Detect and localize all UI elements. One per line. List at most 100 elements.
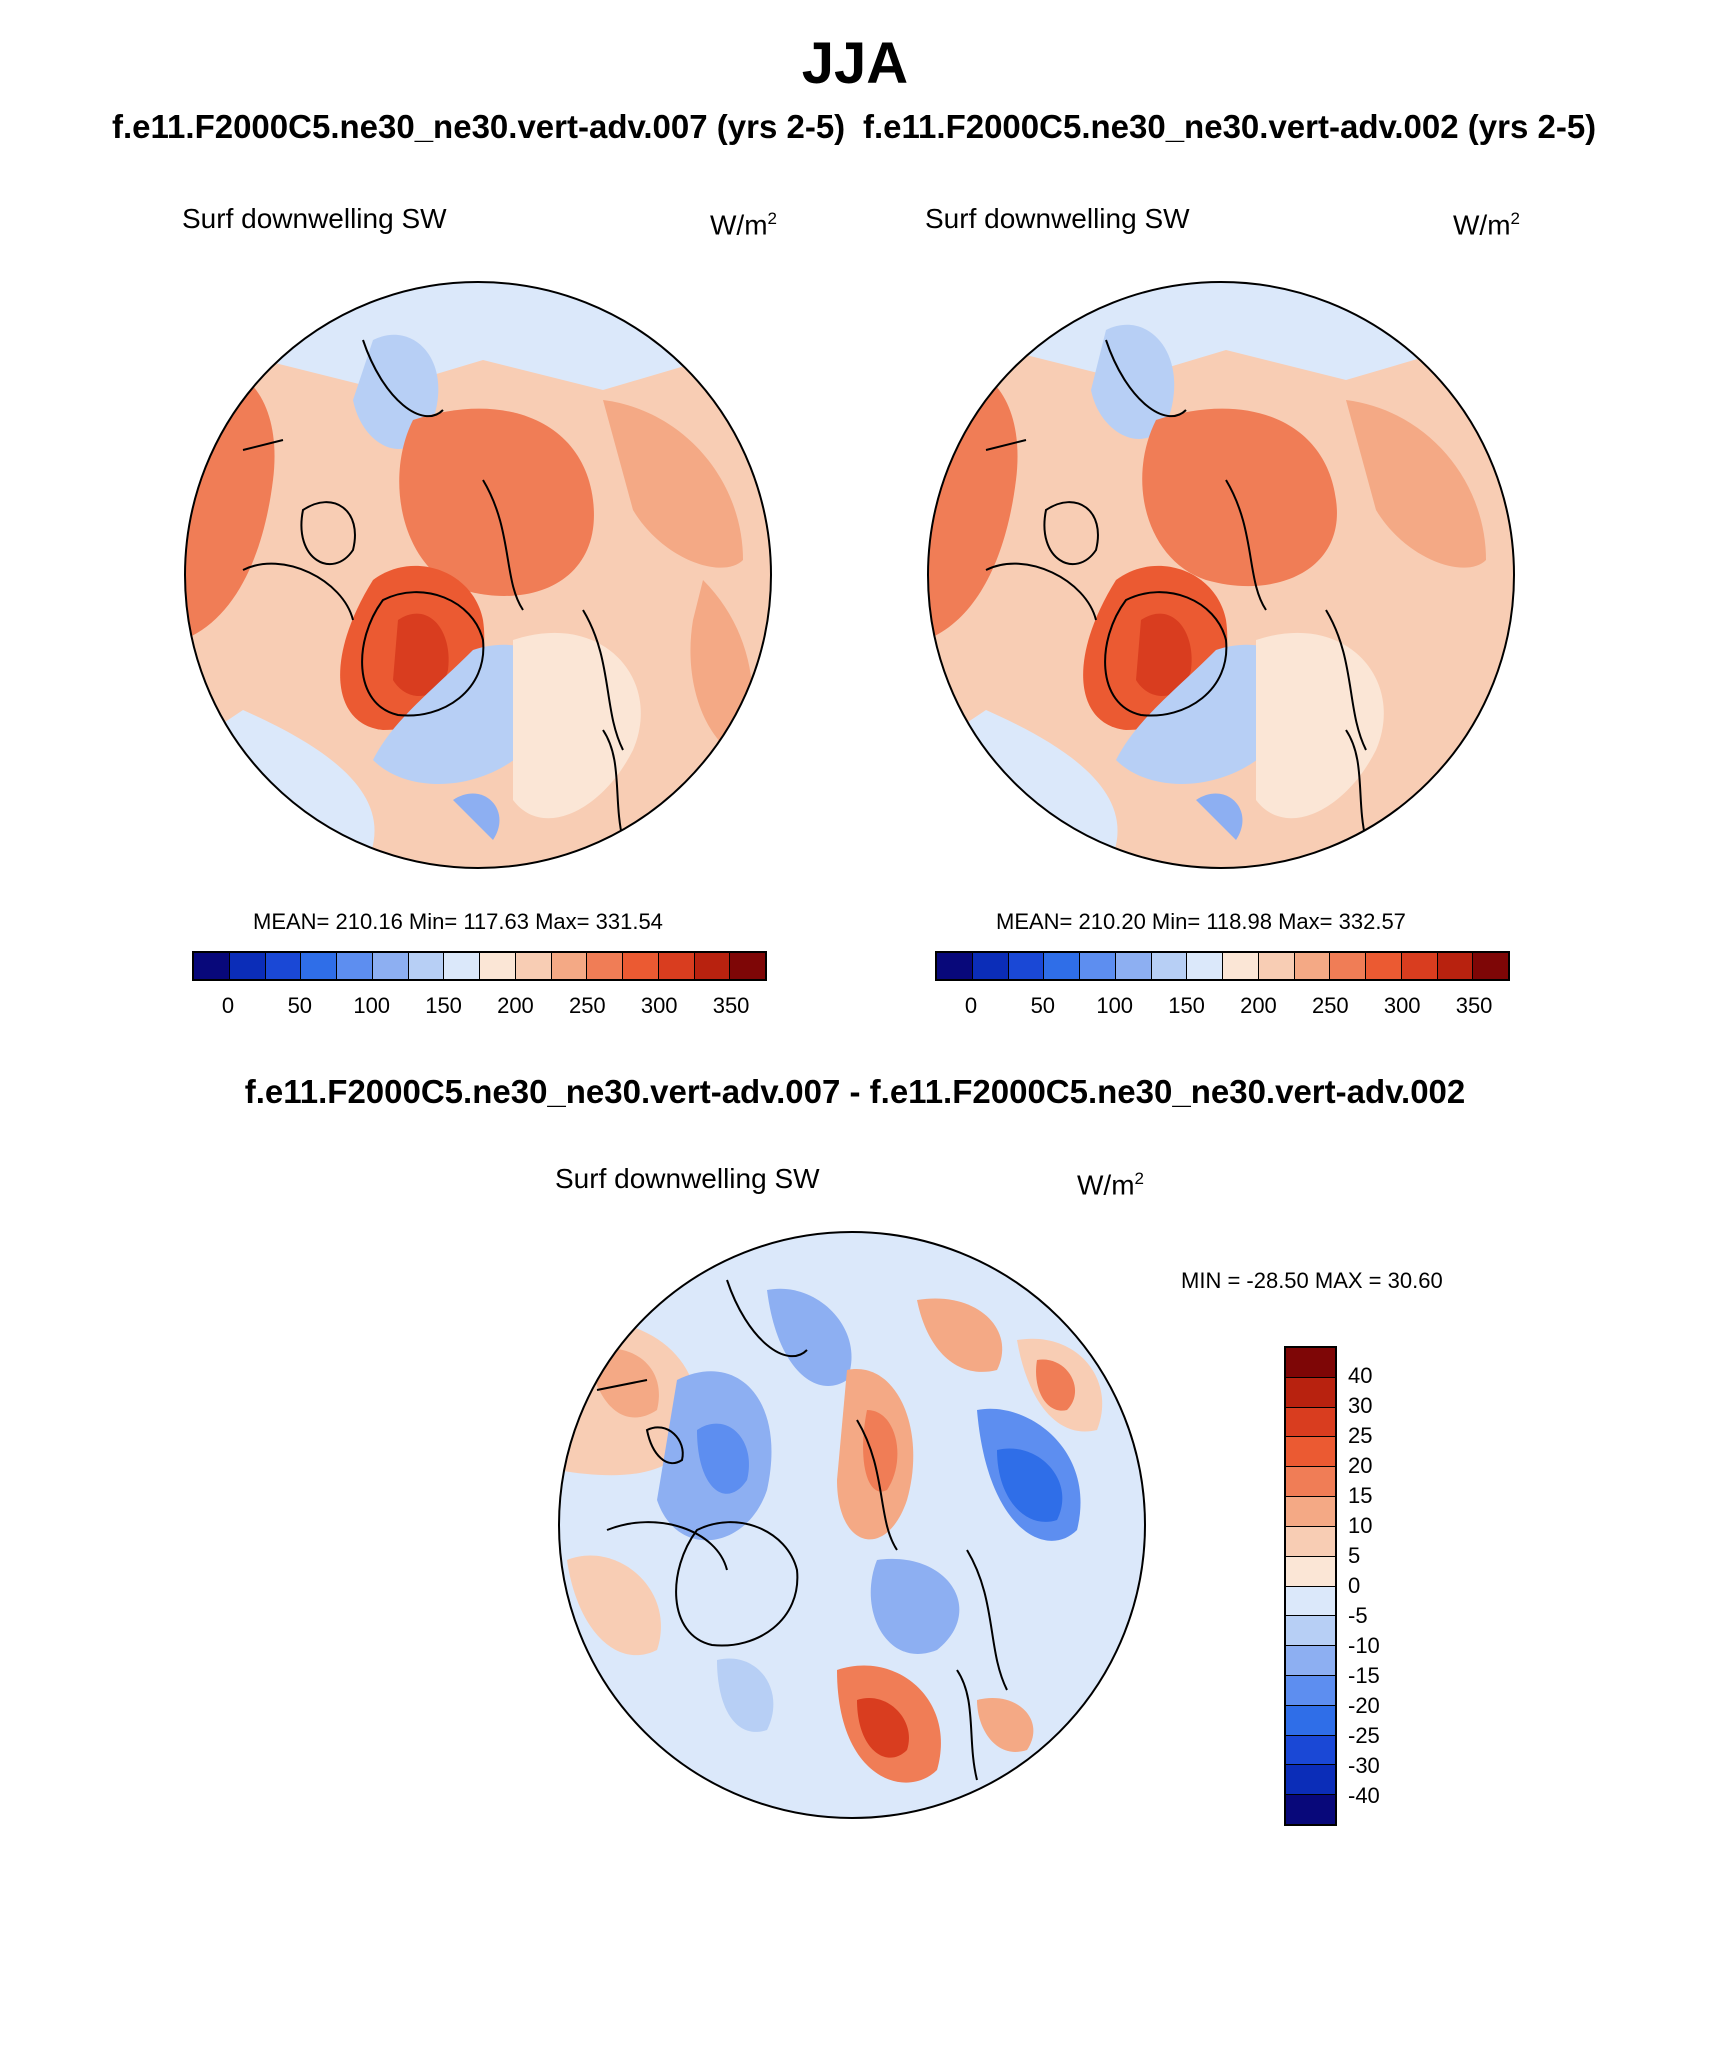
panel1-polar-map	[184, 281, 772, 869]
colorbar-tick-label: 350	[712, 993, 750, 1018]
colorbar-swatch	[551, 953, 588, 979]
colorbar-tick-label: 10	[1348, 1513, 1373, 1538]
panel3-stats: MIN = -28.50 MAX = 30.60	[1181, 1268, 1443, 1293]
colorbar-swatch	[1286, 1616, 1335, 1647]
panel2-colorbar	[935, 951, 1510, 981]
colorbar-tick-label: 0	[1348, 1573, 1361, 1598]
colorbar-tick-label: 300	[640, 993, 678, 1018]
colorbar-tick-label: 250	[1311, 993, 1349, 1018]
colorbar-tick-label: -30	[1348, 1753, 1380, 1778]
colorbar-swatch	[1286, 1795, 1335, 1824]
panel3-colorbar-ticks: 40 30 25 20 15 10 5 0 -5 -10 -15 -20 -25 -30 -40	[1348, 1346, 1408, 1826]
colorbar-swatch	[480, 953, 516, 979]
colorbar-swatch	[1044, 953, 1080, 979]
panel2-units-label: W/m2	[1453, 209, 1520, 241]
colorbar-swatch	[1008, 953, 1045, 979]
colorbar-swatch	[972, 953, 1009, 979]
case-right-title: f.e11.F2000C5.ne30_ne30.vert-adv.002 (yr…	[863, 108, 1597, 145]
colorbar-tick-label: 150	[425, 993, 462, 1018]
colorbar-swatch	[1187, 953, 1223, 979]
colorbar-swatch	[301, 953, 337, 979]
colorbar-swatch	[1080, 953, 1116, 979]
colorbar-tick-label: 50	[287, 993, 313, 1018]
panel3-units-label: W/m2	[1077, 1169, 1144, 1201]
colorbar-swatch	[1366, 953, 1402, 979]
colorbar-swatch	[265, 953, 302, 979]
colorbar-tick-label: 5	[1348, 1543, 1361, 1568]
difference-title: f.e11.F2000C5.ne30_ne30.vert-adv.007 - f…	[244, 1073, 1466, 1110]
panel1-colorbar	[192, 951, 767, 981]
colorbar-swatch	[1286, 1735, 1335, 1766]
colorbar-swatch	[1286, 1586, 1335, 1617]
colorbar-swatch	[1286, 1497, 1335, 1527]
colorbar-tick-label: 150	[1168, 993, 1205, 1018]
panel3-polar-map	[558, 1231, 1146, 1819]
colorbar-swatch	[1286, 1556, 1335, 1587]
colorbar-tick-label: 200	[1240, 993, 1277, 1018]
colorbar-tick-label: 0	[221, 993, 235, 1018]
colorbar-swatch	[444, 953, 480, 979]
colorbar-swatch	[1286, 1526, 1335, 1557]
colorbar-swatch	[1401, 953, 1438, 979]
colorbar-tick-label: 100	[353, 993, 391, 1018]
colorbar-tick-label: 40	[1348, 1363, 1373, 1388]
colorbar-swatch	[1330, 953, 1366, 979]
colorbar-swatch	[1115, 953, 1152, 979]
colorbar-tick-label: 250	[568, 993, 606, 1018]
colorbar-swatch	[1294, 953, 1331, 979]
panel3-variable-label: Surf downwelling SW	[555, 1163, 820, 1194]
colorbar-tick-label: 50	[1030, 993, 1056, 1018]
colorbar-swatch	[623, 953, 659, 979]
colorbar-tick-label: 200	[497, 993, 534, 1018]
panel2-stats: MEAN= 210.20 Min= 118.98 Max= 332.57	[996, 909, 1406, 934]
panel1-variable-label: Surf downwelling SW	[182, 203, 447, 234]
panel3-colorbar	[1284, 1346, 1337, 1826]
panel1-colorbar-ticks: 0 50 100 150 200 250 300 350	[192, 993, 767, 1023]
colorbar-swatch	[515, 953, 552, 979]
panel2-polar-map	[927, 281, 1515, 869]
colorbar-swatch	[1286, 1437, 1335, 1468]
colorbar-tick-label: -10	[1348, 1633, 1380, 1658]
colorbar-swatch	[1223, 953, 1259, 979]
panel2-variable-label: Surf downwelling SW	[925, 203, 1190, 234]
colorbar-swatch	[337, 953, 373, 979]
colorbar-swatch	[658, 953, 695, 979]
case-left-title: f.e11.F2000C5.ne30_ne30.vert-adv.007 (yr…	[112, 108, 846, 145]
colorbar-swatch	[408, 953, 445, 979]
panel1-stats: MEAN= 210.16 Min= 117.63 Max= 331.54	[253, 909, 663, 934]
colorbar-tick-label: 300	[1383, 993, 1421, 1018]
panel2-colorbar-ticks: 0 50 100 150 200 250 300 350	[935, 993, 1510, 1023]
colorbar-tick-label: -40	[1348, 1783, 1380, 1808]
colorbar-swatch	[1473, 953, 1508, 979]
colorbar-tick-label: 0	[964, 993, 978, 1018]
colorbar-tick-label: 30	[1348, 1393, 1373, 1418]
colorbar-swatch	[1286, 1646, 1335, 1676]
colorbar-swatch	[730, 953, 765, 979]
colorbar-swatch	[1286, 1675, 1335, 1706]
colorbar-tick-label: 350	[1455, 993, 1493, 1018]
panel1-units-label: W/m2	[710, 209, 777, 241]
colorbar-swatch	[1286, 1467, 1335, 1498]
colorbar-swatch	[937, 953, 973, 979]
colorbar-tick-label: 25	[1348, 1423, 1373, 1448]
colorbar-swatch	[1258, 953, 1295, 979]
colorbar-swatch	[372, 953, 409, 979]
colorbar-swatch	[194, 953, 230, 979]
colorbar-swatch	[1286, 1348, 1335, 1378]
colorbar-tick-label: -20	[1348, 1693, 1380, 1718]
colorbar-swatch	[229, 953, 266, 979]
colorbar-tick-label: -15	[1348, 1663, 1380, 1688]
colorbar-swatch	[1286, 1407, 1335, 1438]
colorbar-swatch	[587, 953, 623, 979]
colorbar-swatch	[1437, 953, 1474, 979]
colorbar-tick-label: 100	[1096, 993, 1134, 1018]
colorbar-swatch	[1286, 1765, 1335, 1796]
colorbar-tick-label: -5	[1348, 1603, 1368, 1628]
colorbar-swatch	[1286, 1705, 1335, 1736]
colorbar-swatch	[1151, 953, 1188, 979]
colorbar-tick-label: -25	[1348, 1723, 1380, 1748]
colorbar-tick-label: 15	[1348, 1483, 1373, 1508]
colorbar-swatch	[694, 953, 731, 979]
season-title: JJA	[801, 31, 909, 96]
colorbar-tick-label: 20	[1348, 1453, 1373, 1478]
